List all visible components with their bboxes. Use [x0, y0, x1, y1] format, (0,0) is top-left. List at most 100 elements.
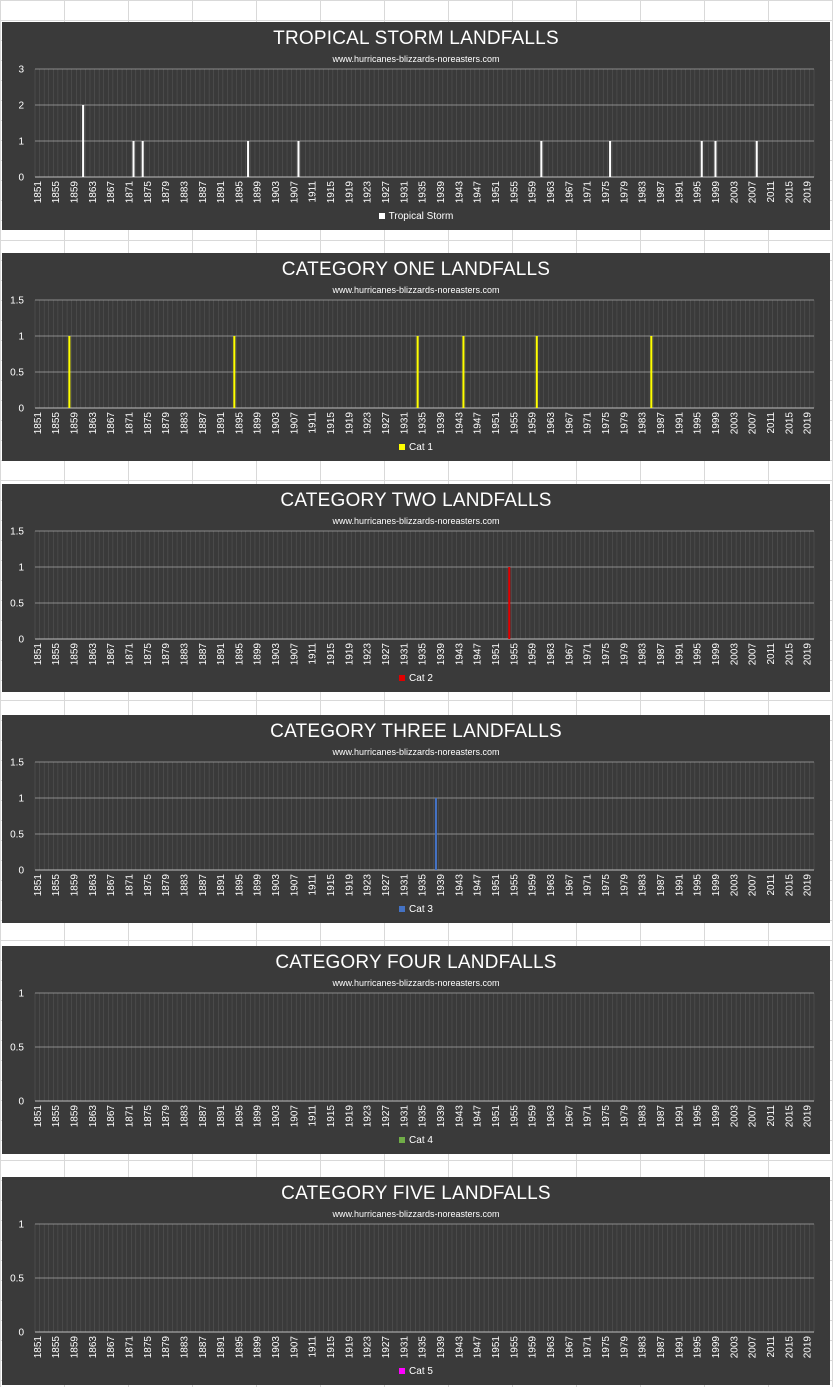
- x-tick-label: 1903: [271, 643, 282, 666]
- x-tick-label: 1935: [418, 874, 429, 897]
- x-tick-label: 1919: [344, 412, 355, 435]
- bar: [755, 141, 758, 177]
- x-tick-label: 1939: [436, 1336, 447, 1359]
- legend-label: Tropical Storm: [388, 211, 454, 222]
- x-tick-label: 2011: [766, 1336, 777, 1358]
- x-tick-label: 1959: [528, 181, 539, 204]
- x-tick-label: 1895: [234, 643, 245, 666]
- x-tick-label: 1991: [674, 181, 685, 204]
- x-tick-label: 1975: [601, 412, 612, 435]
- x-tick-label: 1967: [564, 1336, 575, 1359]
- x-tick-label: 1931: [399, 181, 410, 204]
- x-tick-label: 1863: [88, 874, 99, 897]
- chart-subtitle: www.hurricanes-blizzards-noreasters.com: [332, 1209, 500, 1219]
- y-tick-label: 1.5: [10, 758, 24, 769]
- x-tick-label: 1955: [509, 1336, 520, 1359]
- x-tick-label: 1855: [51, 643, 62, 666]
- x-tick-label: 1999: [711, 412, 722, 435]
- x-tick-label: 1903: [271, 874, 282, 897]
- x-tick-label: 1871: [124, 1105, 135, 1128]
- y-tick-label: 0: [18, 1097, 24, 1108]
- x-tick-label: 1895: [234, 1105, 245, 1128]
- x-tick-label: 1935: [418, 643, 429, 666]
- x-tick-label: 2015: [784, 643, 795, 666]
- x-tick-label: 1951: [491, 1105, 502, 1128]
- y-tick-label: 0.5: [10, 1274, 24, 1285]
- x-tick-label: 1899: [253, 412, 264, 435]
- x-tick-label: 1951: [491, 181, 502, 204]
- bar: [247, 141, 250, 177]
- x-tick-label: 1911: [308, 1336, 319, 1358]
- legend-label: Cat 4: [409, 1135, 433, 1146]
- x-tick-label: 1879: [161, 1336, 172, 1359]
- x-tick-label: 1963: [546, 412, 557, 435]
- x-tick-label: 1951: [491, 1336, 502, 1359]
- x-tick-label: 1867: [106, 643, 117, 666]
- y-tick-label: 0: [18, 173, 24, 184]
- x-tick-label: 1979: [619, 874, 630, 897]
- x-tick-label: 1867: [106, 412, 117, 435]
- bar: [540, 141, 543, 177]
- x-tick-label: 1951: [491, 643, 502, 666]
- x-tick-label: 1939: [436, 412, 447, 435]
- x-tick-label: 1895: [234, 412, 245, 435]
- y-tick-label: 3: [18, 65, 24, 76]
- x-tick-label: 1951: [491, 874, 502, 897]
- x-tick-label: 1915: [326, 412, 337, 435]
- x-tick-label: 1871: [124, 181, 135, 204]
- x-tick-label: 2003: [729, 412, 740, 435]
- y-tick-label: 0.5: [10, 830, 24, 841]
- x-tick-label: 1947: [473, 412, 484, 435]
- x-tick-label: 1871: [124, 643, 135, 666]
- x-tick-label: 1899: [253, 643, 264, 666]
- x-tick-label: 1999: [711, 643, 722, 666]
- bar: [132, 141, 135, 177]
- bar: [297, 141, 300, 177]
- x-tick-label: 2011: [766, 412, 777, 434]
- x-tick-label: 1919: [344, 181, 355, 204]
- y-tick-label: 1: [18, 332, 24, 343]
- x-tick-label: 1927: [381, 643, 392, 666]
- y-tick-label: 0: [18, 635, 24, 646]
- x-tick-label: 1895: [234, 874, 245, 897]
- x-tick-label: 1851: [33, 874, 44, 897]
- x-tick-label: 1959: [528, 1336, 539, 1359]
- x-tick-label: 1919: [344, 1105, 355, 1128]
- bar: [141, 141, 144, 177]
- bar: [68, 336, 71, 408]
- x-tick-label: 1911: [308, 643, 319, 665]
- x-tick-label: 1979: [619, 1105, 630, 1128]
- y-tick-label: 0.5: [10, 599, 24, 610]
- x-tick-label: 1975: [601, 1105, 612, 1128]
- x-tick-label: 1983: [638, 874, 649, 897]
- chart-panel-2: CATEGORY ONE LANDFALLS www.hurricanes-bli…: [2, 253, 830, 461]
- x-tick-label: 1947: [473, 643, 484, 666]
- x-tick-label: 1991: [674, 1105, 685, 1128]
- x-tick-label: 1855: [51, 1105, 62, 1128]
- bar: [434, 798, 437, 870]
- x-tick-label: 1879: [161, 412, 172, 435]
- x-tick-label: 1895: [234, 181, 245, 204]
- x-tick-label: 1915: [326, 1336, 337, 1359]
- x-tick-label: 1955: [509, 643, 520, 666]
- chart-legend: Cat 2: [2, 673, 830, 684]
- x-tick-label: 2007: [748, 412, 759, 435]
- chart-title: TROPICAL STORM LANDFALLS: [273, 28, 559, 49]
- x-tick-label: 2019: [803, 643, 814, 666]
- x-tick-label: 1891: [216, 1336, 227, 1359]
- x-tick-label: 1935: [418, 1336, 429, 1359]
- x-tick-label: 1935: [418, 412, 429, 435]
- x-tick-label: 1907: [289, 1336, 300, 1359]
- x-tick-label: 1927: [381, 1105, 392, 1128]
- x-tick-label: 1955: [509, 412, 520, 435]
- x-tick-label: 1851: [33, 643, 44, 666]
- x-tick-label: 2015: [784, 181, 795, 204]
- x-tick-label: 1859: [69, 1105, 80, 1128]
- chart-subtitle: www.hurricanes-blizzards-noreasters.com: [332, 516, 500, 526]
- x-tick-label: 2019: [803, 181, 814, 204]
- x-tick-label: 1967: [564, 1105, 575, 1128]
- x-tick-label: 1919: [344, 874, 355, 897]
- x-tick-label: 1931: [399, 874, 410, 897]
- y-tick-label: 0: [18, 866, 24, 877]
- chart-subtitle: www.hurricanes-blizzards-noreasters.com: [332, 285, 500, 295]
